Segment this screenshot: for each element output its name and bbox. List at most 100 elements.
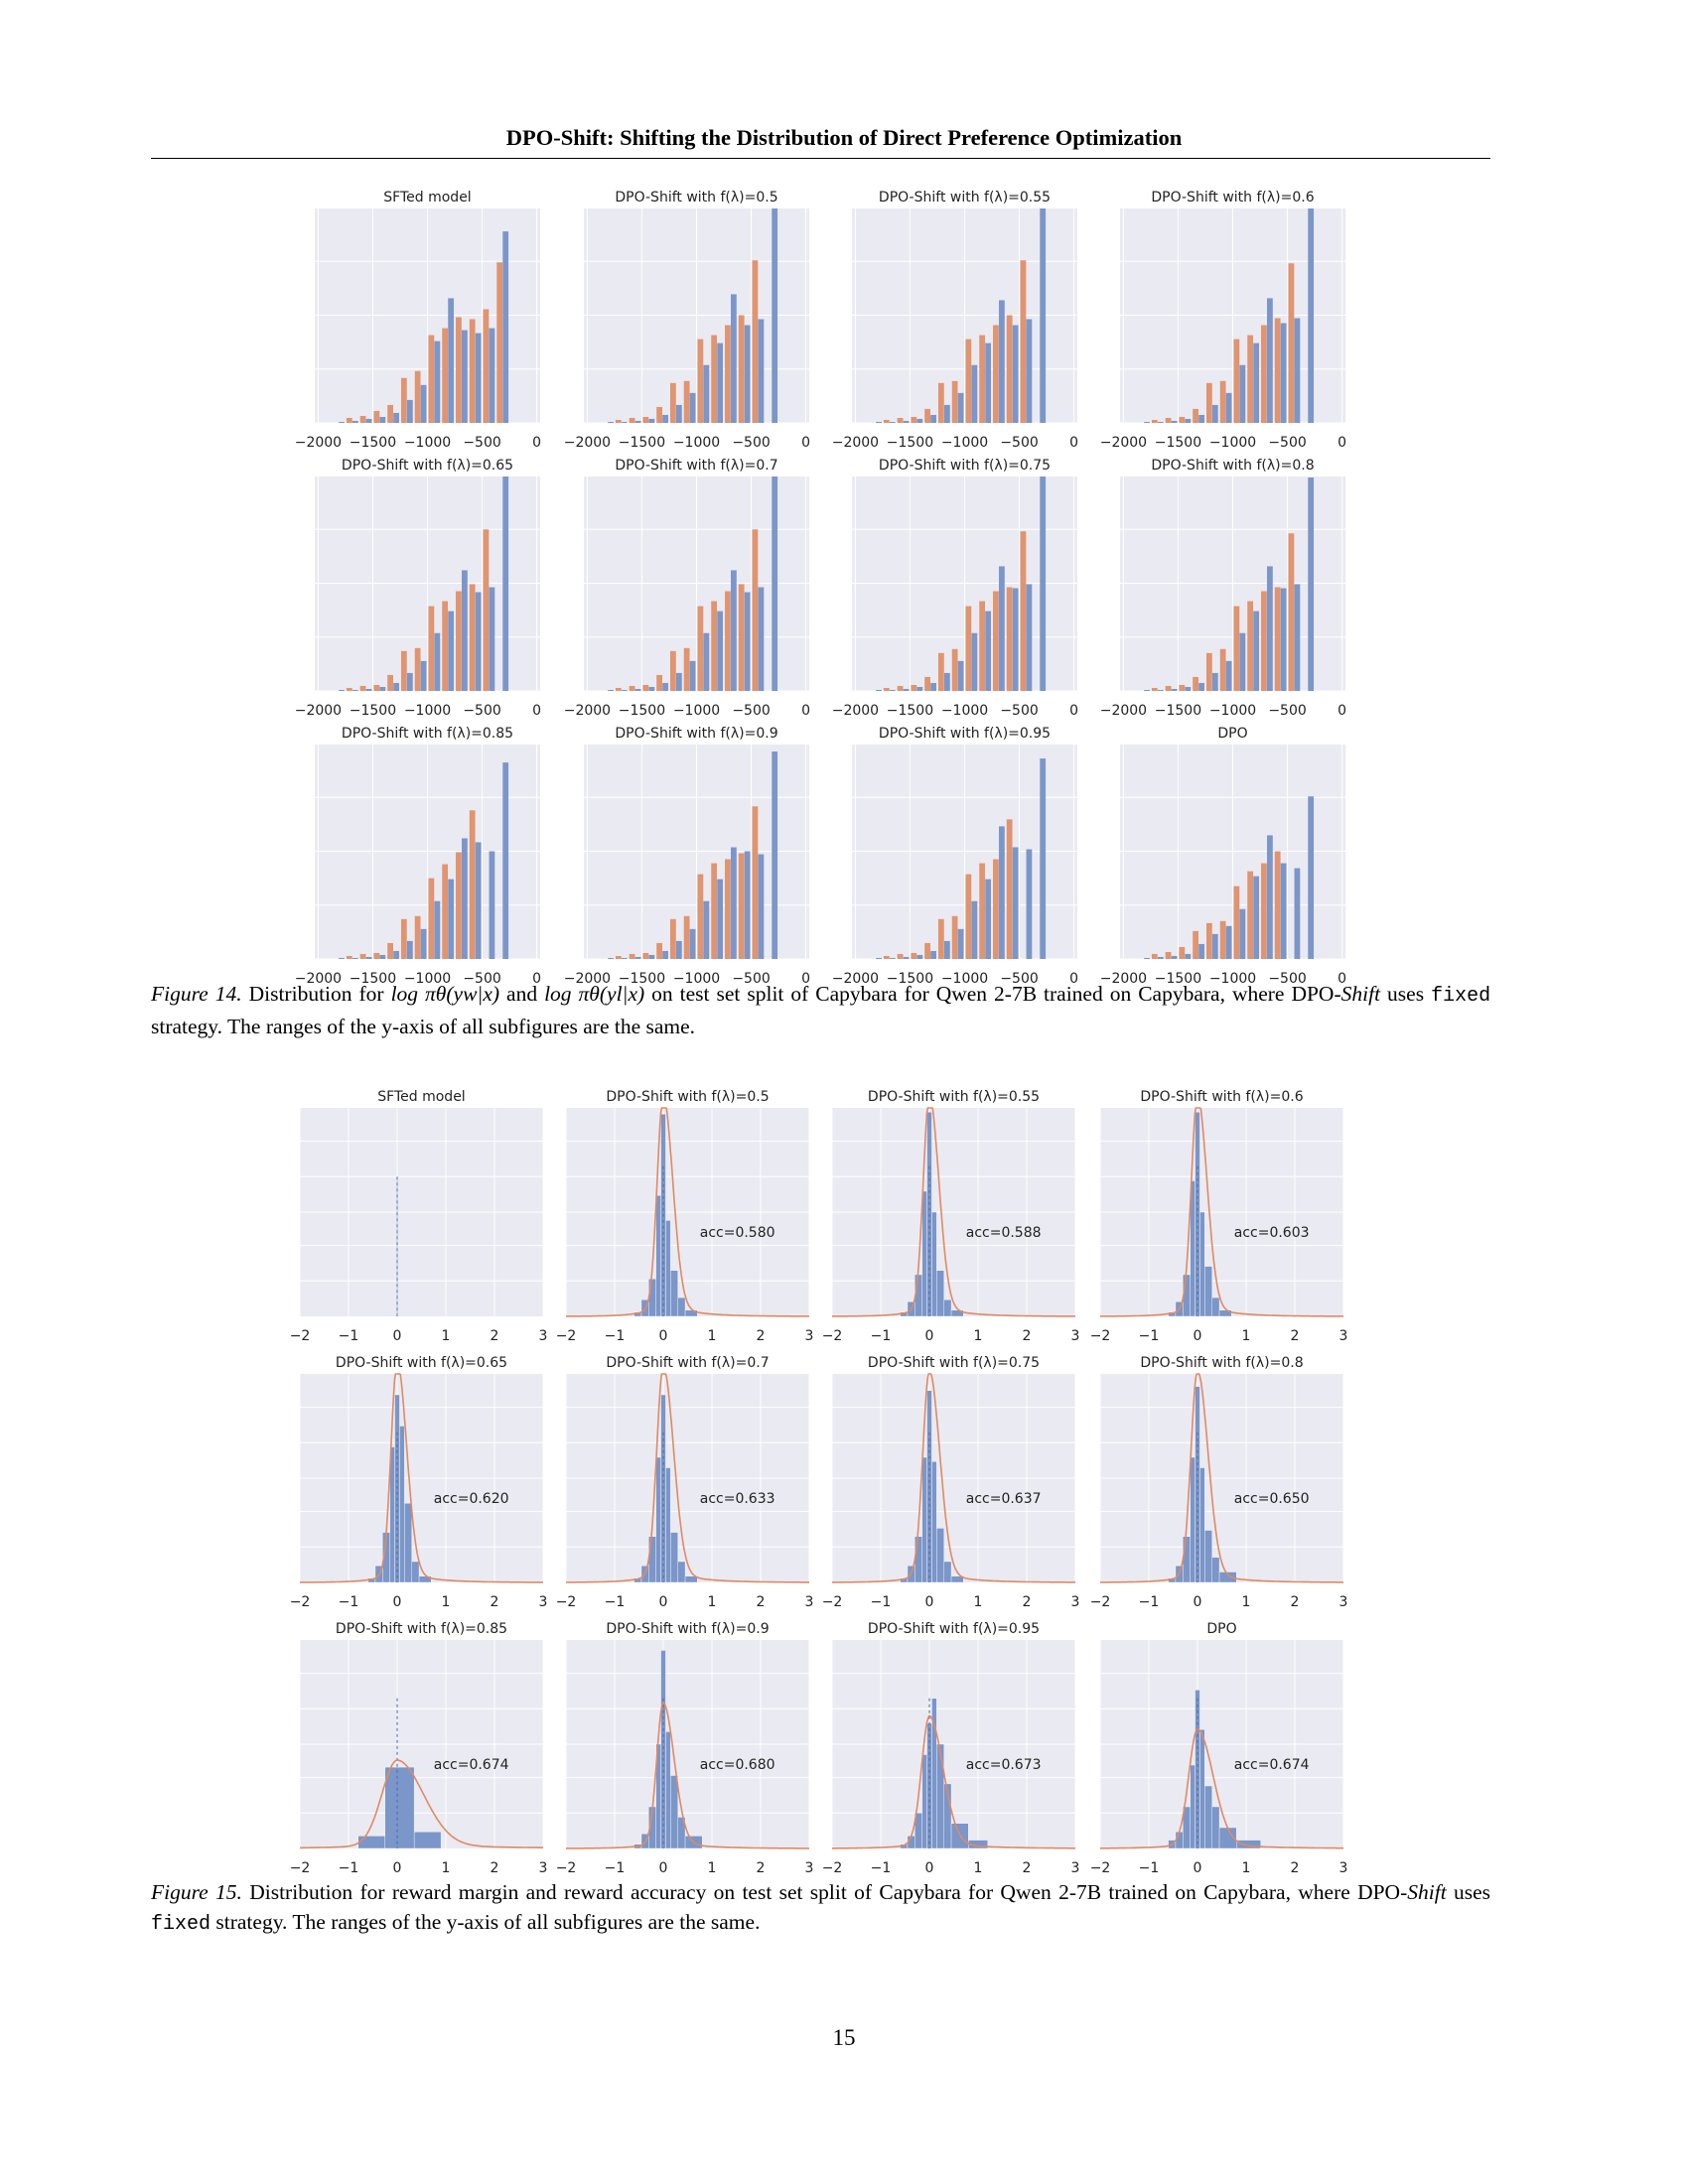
bar-chosen	[1157, 689, 1164, 691]
bar-chosen	[393, 412, 399, 423]
bar-rejected	[883, 687, 890, 691]
hist-bar	[655, 1456, 661, 1583]
x-tick-label: −1	[871, 1594, 892, 1610]
x-tick-label: 1	[708, 1860, 717, 1876]
accuracy-label: acc=0.633	[700, 1491, 775, 1507]
bar-chosen	[379, 416, 386, 423]
bar-rejected	[683, 647, 690, 691]
x-tick-label: −2000	[295, 703, 342, 719]
bar-chosen	[943, 940, 950, 959]
bar-chosen	[1012, 588, 1019, 691]
fig15-panel-8: acc=0.650 DPO-Shift with f(λ)=0.8 −2 −1 0 1 2 3	[1090, 1355, 1348, 1610]
bar-chosen	[365, 418, 372, 423]
x-tick-label: 0	[925, 1328, 934, 1344]
bar-chosen	[1144, 421, 1150, 423]
hist-bar	[670, 1270, 678, 1317]
x-tick-label: 0	[801, 703, 810, 719]
bar-rejected	[924, 676, 930, 691]
x-tick-label: −2	[556, 1328, 577, 1344]
fig14-panel-7: DPO-Shift with f(λ)=0.75 −2000 −1500 −1000−…	[832, 458, 1078, 719]
x-tick-label: −2	[290, 1328, 311, 1344]
bar-chosen	[1239, 908, 1246, 959]
bar-rejected	[428, 335, 435, 423]
bar-rejected	[669, 918, 676, 959]
x-tick-label: 3	[1071, 1328, 1080, 1344]
bar-rejected	[1247, 871, 1254, 959]
bar-chosen	[406, 399, 413, 423]
bar-chosen	[489, 851, 495, 959]
bar-chosen	[1253, 342, 1260, 423]
bar-chosen	[1198, 943, 1204, 959]
x-tick-label: −2	[1090, 1328, 1111, 1344]
x-tick-label: −500	[463, 703, 500, 719]
bar-rejected	[1151, 953, 1158, 959]
x-tick-label: −1000	[673, 703, 720, 719]
bar-rejected	[1274, 318, 1281, 423]
x-tick-label: −1000	[941, 971, 988, 987]
bar-chosen	[462, 330, 468, 423]
x-tick-label: −500	[732, 971, 770, 987]
accuracy-label: acc=0.674	[1234, 1757, 1310, 1773]
bar-chosen	[703, 632, 710, 691]
fig14-panel-9: DPO-Shift with f(λ)=0.85 −2000 −1500 −1000−…	[295, 726, 541, 987]
x-tick-label: 1	[708, 1594, 717, 1610]
x-tick-label: 2	[757, 1328, 766, 1344]
bar-rejected	[346, 955, 352, 959]
x-tick-label: 0	[1337, 703, 1346, 719]
fig15-panel-3: acc=0.588 DPO-Shift with f(λ)=0.55 −2 −1 0 1 2…	[822, 1089, 1080, 1344]
bar-rejected	[483, 529, 490, 691]
bar-rejected	[1193, 676, 1198, 691]
x-tick-label: −2000	[564, 435, 611, 451]
bar-chosen	[971, 632, 978, 691]
x-tick-label: −1000	[1209, 971, 1256, 987]
accuracy-label: acc=0.680	[700, 1757, 775, 1773]
bar-chosen	[662, 682, 668, 691]
hist-bar	[418, 1575, 432, 1583]
bar-chosen	[772, 477, 778, 691]
x-tick-label: −1	[339, 1328, 359, 1344]
figure-14-caption: Figure 14. Distribution for log πθ(yw|x)…	[151, 982, 1491, 1038]
bar-rejected	[1288, 263, 1295, 423]
bar-chosen	[1185, 953, 1192, 959]
x-tick-label: 0	[1069, 971, 1078, 987]
panel-title: DPO-Shift with f(λ)=0.7	[606, 1355, 769, 1371]
bar-rejected	[1247, 601, 1254, 691]
x-tick-label: 0	[1337, 971, 1346, 987]
bar-rejected	[669, 382, 676, 423]
x-tick-label: −2000	[1100, 435, 1147, 451]
bar-chosen	[689, 928, 696, 959]
x-tick-label: −1500	[887, 703, 933, 719]
bar-chosen	[339, 689, 345, 691]
hist-bar	[684, 1309, 698, 1317]
x-tick-label: 0	[532, 435, 541, 451]
bar-rejected	[615, 955, 622, 959]
bar-rejected	[629, 953, 635, 959]
panel-title: DPO-Shift with f(λ)=0.75	[879, 458, 1051, 474]
x-tick-label: −1000	[673, 435, 720, 451]
bar-rejected	[414, 647, 421, 691]
fig15-panel-10: acc=0.680 DPO-Shift with f(λ)=0.9 −2 −1 0 1 2 3	[556, 1621, 814, 1876]
hist-bar	[1218, 1571, 1237, 1583]
panel-title: DPO-Shift with f(λ)=0.55	[868, 1089, 1040, 1105]
bar-rejected	[1205, 382, 1212, 423]
bar-rejected	[1205, 652, 1212, 691]
bar-chosen	[889, 957, 896, 959]
bar-chosen	[662, 950, 668, 959]
hist-bar	[677, 1817, 686, 1849]
x-tick-label: 2	[1291, 1860, 1300, 1876]
hist-bar	[399, 1426, 405, 1583]
bar-chosen	[1211, 404, 1218, 423]
hist-bar	[950, 1309, 964, 1317]
bar-rejected	[1165, 685, 1172, 691]
panel-title: DPO-Shift with f(λ)=0.65	[336, 1355, 507, 1371]
panel-title: DPO-Shift with f(λ)=0.9	[606, 1621, 769, 1637]
bar-chosen	[1171, 688, 1178, 691]
bar-rejected	[469, 584, 476, 691]
x-tick-label: −1500	[1155, 703, 1201, 719]
hist-bar	[1199, 1729, 1205, 1849]
x-tick-label: −1500	[1155, 971, 1201, 987]
bar-rejected	[373, 684, 380, 691]
bar-rejected	[911, 952, 917, 959]
panel-title: DPO-Shift with f(λ)=0.8	[1151, 458, 1314, 474]
hist-bar	[1199, 1467, 1205, 1583]
